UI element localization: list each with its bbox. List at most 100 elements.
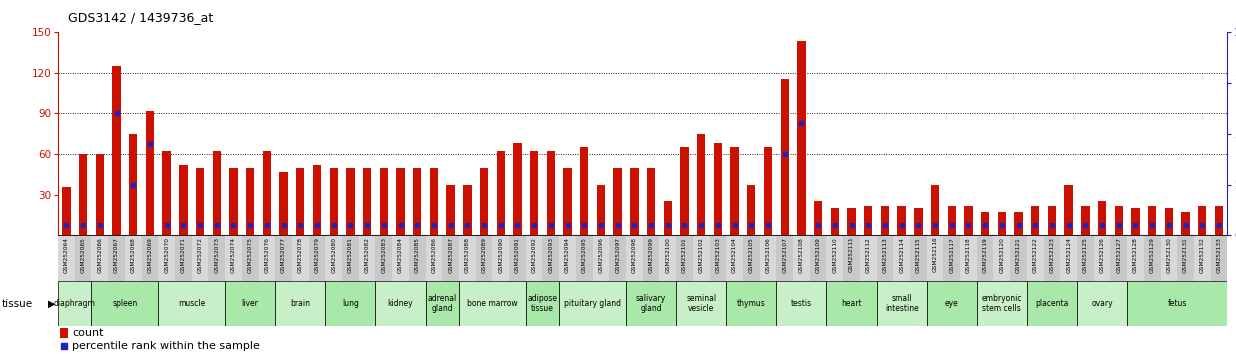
Bar [430, 167, 438, 235]
Text: GSM252075: GSM252075 [247, 237, 252, 273]
Bar [927, 281, 976, 326]
Bar [476, 235, 492, 281]
Text: GSM252077: GSM252077 [281, 237, 286, 273]
Text: GSM252099: GSM252099 [649, 237, 654, 273]
Text: GSM252128: GSM252128 [1133, 237, 1138, 273]
Bar [1027, 281, 1077, 326]
Text: GSM252113: GSM252113 [883, 237, 887, 273]
Text: ▶: ▶ [48, 298, 56, 309]
Text: GSM252115: GSM252115 [916, 237, 921, 273]
Bar [776, 235, 794, 281]
Bar [643, 235, 660, 281]
Text: GSM252084: GSM252084 [398, 237, 403, 273]
Text: GSM252125: GSM252125 [1083, 237, 1088, 273]
Bar [530, 151, 539, 235]
Text: GSM252123: GSM252123 [1049, 237, 1054, 273]
Bar [246, 167, 255, 235]
Bar [1131, 208, 1140, 235]
Text: GSM252074: GSM252074 [231, 237, 236, 273]
Bar [660, 235, 676, 281]
Text: GSM252087: GSM252087 [449, 237, 454, 273]
Bar [179, 165, 188, 235]
Bar [827, 235, 843, 281]
Bar [1177, 235, 1194, 281]
Bar [1164, 208, 1173, 235]
Bar [592, 235, 609, 281]
Bar [693, 235, 709, 281]
Text: GSM252086: GSM252086 [431, 237, 436, 273]
Text: placenta: placenta [1036, 299, 1069, 308]
Bar [325, 235, 342, 281]
Bar [680, 147, 688, 235]
Bar [613, 167, 622, 235]
Text: GSM252107: GSM252107 [782, 237, 787, 273]
Bar [864, 206, 873, 235]
Text: salivary
gland: salivary gland [637, 294, 666, 313]
Text: GSM252133: GSM252133 [1216, 237, 1221, 273]
Bar [392, 235, 409, 281]
Bar [1110, 235, 1127, 281]
Bar [363, 167, 371, 235]
Bar [346, 167, 355, 235]
Bar [797, 41, 806, 235]
Bar [580, 147, 588, 235]
Bar [58, 281, 91, 326]
Bar [330, 167, 337, 235]
Text: GSM252105: GSM252105 [749, 237, 754, 273]
Text: GSM252098: GSM252098 [632, 237, 637, 273]
Bar [379, 167, 388, 235]
Bar [1048, 206, 1056, 235]
Bar [576, 235, 592, 281]
Bar [609, 235, 625, 281]
Text: GSM252122: GSM252122 [1033, 237, 1038, 273]
Bar [276, 281, 325, 326]
Text: GSM252067: GSM252067 [114, 237, 119, 273]
Text: count: count [72, 327, 104, 338]
Bar [162, 151, 171, 235]
Bar [112, 66, 121, 235]
Text: GSM252102: GSM252102 [698, 237, 703, 273]
Bar [158, 235, 176, 281]
Bar [964, 206, 973, 235]
Text: GSM252104: GSM252104 [732, 237, 737, 273]
Bar [815, 201, 822, 235]
Text: GSM252101: GSM252101 [682, 237, 687, 273]
Bar [597, 185, 606, 235]
Bar [1115, 206, 1124, 235]
Bar [309, 235, 325, 281]
Bar [209, 235, 225, 281]
Bar [125, 235, 142, 281]
Bar [697, 133, 706, 235]
Bar [195, 167, 204, 235]
Bar [760, 235, 776, 281]
Text: GSM252082: GSM252082 [365, 237, 370, 273]
Bar [1043, 235, 1060, 281]
Text: GSM252096: GSM252096 [598, 237, 603, 273]
Bar [1094, 235, 1110, 281]
Bar [915, 208, 922, 235]
Bar [1060, 235, 1077, 281]
Bar [727, 281, 776, 326]
Bar [109, 235, 125, 281]
Text: fetus: fetus [1168, 299, 1187, 308]
Bar [276, 235, 292, 281]
Bar [559, 281, 625, 326]
Bar [1198, 206, 1206, 235]
Bar [994, 235, 1010, 281]
Text: GSM252069: GSM252069 [147, 237, 152, 273]
Text: GSM252100: GSM252100 [665, 237, 670, 273]
Text: GSM252090: GSM252090 [498, 237, 503, 273]
Bar [646, 167, 655, 235]
Text: GSM252064: GSM252064 [64, 237, 69, 273]
Bar [976, 281, 1027, 326]
Bar [525, 235, 543, 281]
Bar [625, 235, 643, 281]
Text: small
intestine: small intestine [885, 294, 918, 313]
Text: liver: liver [242, 299, 258, 308]
Text: GSM252126: GSM252126 [1100, 237, 1105, 273]
Bar [509, 235, 525, 281]
Text: GSM252110: GSM252110 [832, 237, 837, 273]
Text: GSM252091: GSM252091 [515, 237, 520, 273]
Bar [91, 235, 109, 281]
Text: GSM252108: GSM252108 [798, 237, 803, 273]
